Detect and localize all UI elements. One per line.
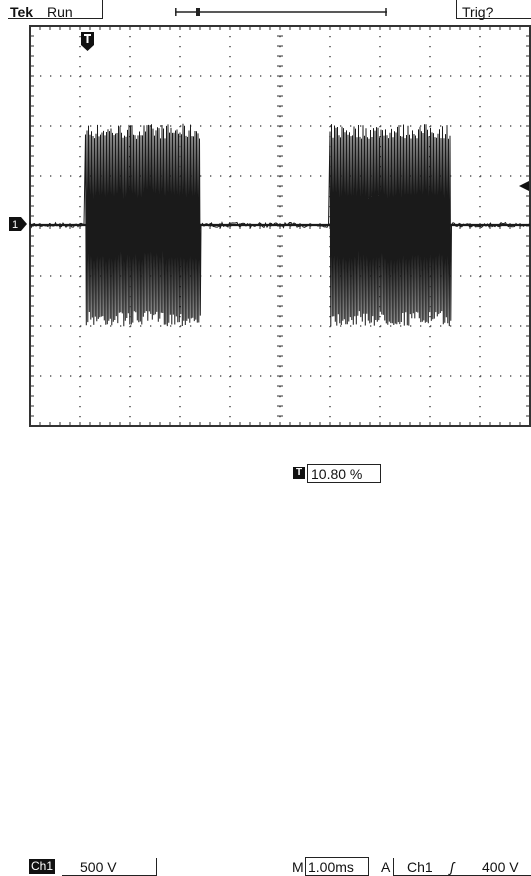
trigger-position-icon: T — [293, 467, 305, 479]
channel-label: Ch1 — [29, 859, 56, 874]
trigger-source: Ch1 — [407, 859, 433, 875]
brand-logo: Tek — [10, 4, 34, 20]
trigger-position-bar-marker — [196, 8, 200, 16]
trigger-status-label: Trig? — [462, 4, 494, 20]
ch1-ground-label: 1 — [12, 219, 18, 231]
trigger-status-box — [456, 0, 531, 19]
trigger-position-value: 10.80 % — [311, 466, 363, 482]
run-state-box — [8, 0, 103, 19]
top-status-bar: Tek Run Trig? — [0, 0, 531, 26]
bottom-status-bar: Ch1 500 V M 1.00ms A Ch1 ʃ 400 V — [0, 428, 531, 876]
trigger-level: 400 V — [482, 859, 519, 875]
trigger-position-bar — [175, 8, 387, 16]
run-state-label: Run — [47, 4, 73, 20]
timebase-value: 1.00ms — [308, 859, 354, 875]
trigger-settings-box: Ch1 ʃ 400 V — [393, 858, 531, 876]
trigger-position-marker-icon — [81, 32, 94, 51]
timebase-prefix: M — [292, 859, 304, 875]
channel-scale: 500 V — [80, 859, 117, 875]
scope-graticule — [29, 25, 531, 427]
trigger-level-arrow-icon — [519, 181, 529, 191]
trigger-slope-icon: ʃ — [450, 859, 455, 875]
channel-scale-box: 500 V — [62, 858, 157, 876]
ch1-ground-marker: 1 — [9, 217, 27, 231]
trigger-mode: A — [381, 859, 391, 875]
timebase-box: 1.00ms — [305, 857, 369, 876]
trigger-position-box: 10.80 % — [307, 464, 381, 483]
